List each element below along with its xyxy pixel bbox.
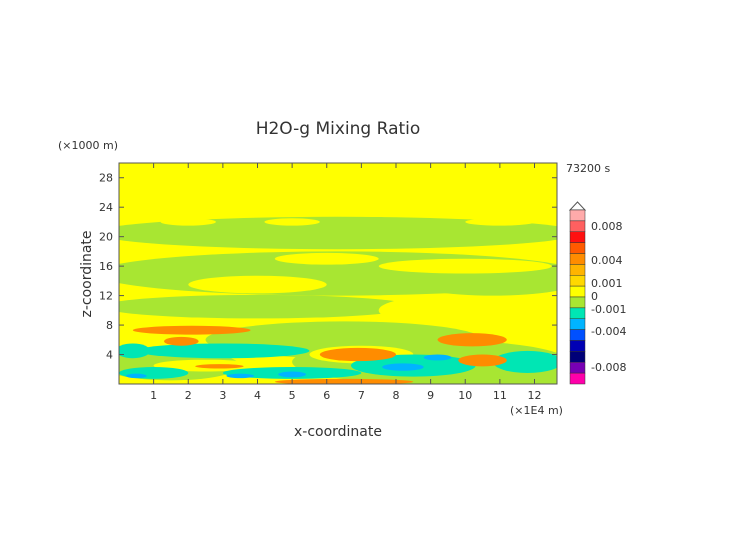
contour-region <box>264 218 320 226</box>
colorbar-swatch <box>569 351 586 363</box>
colorbar-swatch <box>569 231 586 243</box>
contour-region <box>274 378 414 384</box>
contour-region <box>274 252 379 265</box>
y-tick-label: 12 <box>99 290 113 303</box>
colorbar-swatch <box>569 242 586 254</box>
contour-region <box>378 258 552 274</box>
x-tick-label: 11 <box>493 389 507 402</box>
y-unit-label: (×1000 m) <box>58 139 118 152</box>
time-label: 73200 s <box>566 162 610 175</box>
colorbar-label: 0.004 <box>591 254 623 267</box>
colorbar-swatch <box>569 329 586 341</box>
colorbar-swatch <box>569 275 586 287</box>
colorbar-label: -0.004 <box>591 325 626 338</box>
contour-region <box>465 218 535 226</box>
colorbar-swatch <box>569 253 586 265</box>
contour-region <box>378 295 518 326</box>
contour-region <box>458 354 507 367</box>
contour-region <box>119 216 557 250</box>
colorbar-swatch <box>569 340 586 352</box>
contour-region <box>188 275 327 294</box>
colorbar-swatch <box>569 209 586 222</box>
y-tick-label: 8 <box>106 319 113 332</box>
colorbar-label: 0 <box>591 290 598 303</box>
x-tick-label: 1 <box>150 389 157 402</box>
y-tick-label: 24 <box>99 201 113 214</box>
colorbar-overflow-arrow <box>568 201 587 211</box>
x-tick-label: 2 <box>185 389 192 402</box>
colorbar-swatch <box>569 307 586 319</box>
x-tick-label: 8 <box>392 389 399 402</box>
x-tick-label: 12 <box>527 389 541 402</box>
x-axis-label: x-coordinate <box>294 424 382 440</box>
contour-region <box>226 373 255 379</box>
contour-region <box>195 364 244 369</box>
colorbar-swatch <box>569 362 586 374</box>
colorbar-swatch <box>569 264 586 276</box>
contour-region <box>136 343 310 359</box>
chart-title: H2O-g Mixing Ratio <box>256 119 421 139</box>
y-tick-label: 20 <box>99 231 113 244</box>
colorbar-label: 0.001 <box>591 277 623 290</box>
contour-region <box>492 350 557 373</box>
y-tick-label: 16 <box>99 260 113 273</box>
colorbar-swatch <box>569 296 586 309</box>
colorbar-swatch <box>569 220 586 232</box>
contour-region <box>119 343 151 359</box>
contour-region <box>423 354 452 361</box>
contour-region <box>437 333 507 347</box>
y-axis-label: z-coordinate <box>79 230 95 317</box>
contour-field <box>119 163 557 384</box>
x-tick-label: 4 <box>254 389 261 402</box>
colorbar-label: -0.008 <box>591 361 626 374</box>
y-tick-label: 4 <box>106 349 113 362</box>
x-tick-label: 9 <box>427 389 434 402</box>
x-tick-label: 5 <box>289 389 296 402</box>
contour-region <box>125 373 147 379</box>
y-tick-label: 28 <box>99 172 113 185</box>
colorbar-label: 0.008 <box>591 220 623 233</box>
colorbar-swatch <box>569 318 586 330</box>
colorbar-label: -0.001 <box>591 303 626 316</box>
contour-region <box>132 325 251 335</box>
contour-region <box>119 294 414 319</box>
contour-region <box>278 371 306 378</box>
contour-region <box>319 347 396 362</box>
contour-region <box>160 218 216 226</box>
x-tick-label: 7 <box>358 389 365 402</box>
x-unit-label: (×1E4 m) <box>510 404 563 417</box>
colorbar-swatch <box>569 285 586 298</box>
contour-region <box>406 266 557 296</box>
x-tick-label: 3 <box>219 389 226 402</box>
colorbar-swatch <box>569 372 586 385</box>
contour-region <box>164 336 199 346</box>
contour-region <box>129 246 213 256</box>
x-tick-label: 6 <box>323 389 330 402</box>
contour-region <box>382 363 424 371</box>
plot-frame <box>118 162 558 385</box>
x-tick-label: 10 <box>458 389 472 402</box>
